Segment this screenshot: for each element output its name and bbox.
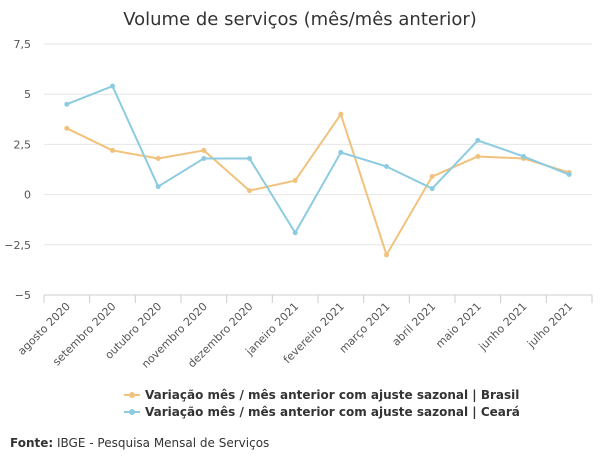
data-point: [155, 155, 161, 161]
source-text: IBGE - Pesquisa Mensal de Serviços: [57, 436, 270, 450]
data-point: [429, 186, 435, 192]
y-tick-label: 5: [24, 88, 31, 101]
source-label: Fonte:: [10, 436, 54, 450]
x-tick-label: julho 2021: [524, 300, 575, 351]
data-point: [566, 172, 572, 178]
data-point: [247, 188, 252, 194]
gridlines: [44, 43, 592, 296]
legend-marker-1: [129, 409, 135, 415]
data-point: [429, 174, 435, 180]
y-axis-ticks: 7,5 5 2,5 0 −2,5 −5: [4, 38, 31, 302]
series-lines: [64, 83, 572, 258]
data-point: [292, 230, 298, 236]
data-point: [247, 155, 252, 161]
data-point: [475, 153, 481, 159]
data-point: [201, 155, 207, 161]
y-tick-label: 2,5: [14, 138, 32, 151]
data-point: [384, 163, 389, 169]
data-point: [110, 83, 115, 89]
series-line-0: [66, 113, 570, 256]
y-tick-label: 0: [24, 189, 31, 202]
y-tick-label: −5: [15, 289, 31, 302]
data-point: [64, 125, 70, 131]
data-point: [338, 111, 344, 117]
source-note: Fonte: IBGE - Pesquisa Mensal de Serviço…: [10, 436, 269, 450]
y-tick-label: −2,5: [4, 239, 31, 252]
data-point: [521, 153, 526, 159]
x-tick-label: abril 2021: [390, 300, 439, 349]
data-point: [292, 178, 298, 184]
legend: Variação mês / mês anterior com ajuste s…: [124, 388, 520, 419]
legend-item-0[interactable]: Variação mês / mês anterior com ajuste s…: [145, 388, 519, 402]
data-point: [338, 149, 344, 155]
data-point: [384, 252, 389, 258]
legend-item-1[interactable]: Variação mês / mês anterior com ajuste s…: [145, 405, 520, 419]
legend-marker-0: [129, 392, 135, 398]
data-point: [475, 137, 481, 143]
data-point: [64, 101, 70, 107]
chart-title: Volume de serviços (mês/mês anterior): [123, 9, 477, 30]
data-point: [155, 184, 161, 190]
data-point: [201, 147, 207, 153]
data-point: [110, 147, 115, 153]
x-tick-label: junho 2021: [476, 300, 530, 354]
y-tick-label: 7,5: [14, 38, 32, 51]
series-line-1: [66, 85, 570, 234]
